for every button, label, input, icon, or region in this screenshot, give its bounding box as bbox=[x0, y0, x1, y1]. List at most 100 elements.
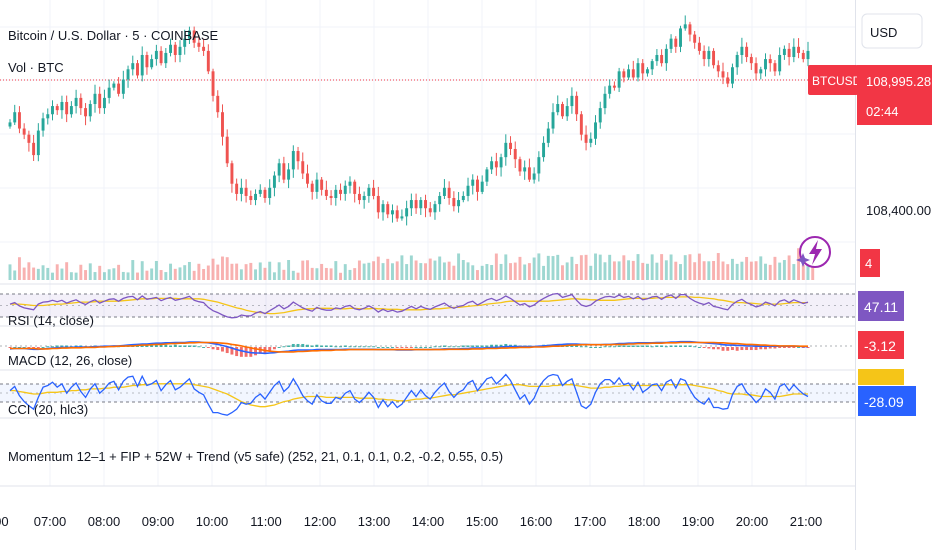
candle-body bbox=[645, 69, 649, 74]
volume-bar bbox=[749, 261, 753, 280]
candle-body bbox=[655, 54, 659, 62]
volume-bar bbox=[409, 255, 413, 280]
macd-label[interactable]: MACD (12, 26, close) bbox=[8, 353, 132, 368]
macd-histogram-bar bbox=[641, 345, 645, 347]
time-tick-label: 18:00 bbox=[628, 514, 661, 529]
time-axis[interactable]: 6:00 07:00 08:00 09:00 10:00 11:00 12:00 13:00 1… bbox=[0, 514, 822, 529]
cci-pane[interactable] bbox=[0, 373, 855, 416]
macd-histogram-bar bbox=[51, 346, 54, 348]
volume-bar bbox=[764, 263, 767, 280]
candle-body bbox=[391, 210, 394, 215]
candle-body bbox=[598, 108, 602, 123]
macd-histogram-bar bbox=[282, 346, 286, 348]
macd-histogram-bar bbox=[272, 347, 276, 350]
volume-bar bbox=[716, 253, 720, 280]
candle-body bbox=[476, 179, 479, 192]
macd-histogram-bar bbox=[41, 347, 45, 348]
macd-histogram-bar bbox=[150, 344, 154, 347]
volume-bar bbox=[617, 261, 621, 280]
volume-bar bbox=[575, 264, 579, 280]
volume-bar bbox=[272, 272, 276, 280]
candle-body bbox=[211, 71, 215, 96]
macd-histogram-bar bbox=[173, 344, 177, 347]
volume-bar bbox=[476, 270, 479, 280]
volume-bar bbox=[159, 270, 163, 280]
symbol-badge bbox=[808, 65, 858, 95]
macd-histogram-bar bbox=[754, 347, 758, 351]
candle-body bbox=[797, 46, 801, 53]
macd-histogram-bar bbox=[192, 345, 196, 347]
candle-body bbox=[107, 87, 111, 98]
candle-body bbox=[759, 69, 763, 74]
rsi-label[interactable]: RSI (14, close) bbox=[8, 313, 94, 328]
candle-body bbox=[702, 50, 706, 60]
volume-bar bbox=[69, 272, 73, 280]
volume-bar bbox=[424, 263, 427, 280]
macd-histogram-bar bbox=[787, 347, 791, 348]
macd-histogram-bar bbox=[494, 344, 498, 347]
candle-body bbox=[136, 63, 139, 76]
candle-body bbox=[452, 198, 456, 207]
price-axis[interactable]: USD BTCUSD 108,995.28 02:44 108,400.00 4… bbox=[808, 13, 932, 416]
volume-bar bbox=[183, 265, 187, 280]
volume-bar bbox=[466, 262, 470, 280]
candle-body bbox=[381, 204, 385, 213]
macd-histogram-bar bbox=[353, 346, 357, 348]
candle-body bbox=[622, 71, 626, 78]
price-pane[interactable] bbox=[0, 15, 855, 280]
time-tick-label: 07:00 bbox=[34, 514, 67, 529]
candle-body bbox=[584, 134, 588, 143]
macd-histogram-bar bbox=[716, 347, 720, 350]
candle-body bbox=[320, 179, 324, 190]
cci-label[interactable]: CCI (20, hlc3) bbox=[8, 402, 88, 417]
cci-ma-line bbox=[10, 383, 808, 408]
volume-bar bbox=[693, 262, 697, 280]
candle-body bbox=[579, 114, 583, 135]
rsi-pane[interactable] bbox=[0, 292, 855, 319]
volume-bar bbox=[778, 262, 782, 280]
volume-bar bbox=[381, 263, 385, 280]
candle-body bbox=[258, 189, 262, 194]
candle-body bbox=[301, 161, 305, 174]
candle-body bbox=[414, 200, 418, 209]
candle-body bbox=[282, 163, 286, 180]
candle-body bbox=[13, 112, 17, 123]
candle-body bbox=[664, 48, 668, 64]
macd-histogram-bar bbox=[400, 347, 404, 348]
candle-body bbox=[707, 50, 711, 60]
volume-bar bbox=[688, 254, 692, 280]
candle-body bbox=[499, 157, 503, 168]
candle-body bbox=[730, 67, 734, 84]
macd-histogram-bar bbox=[745, 347, 749, 351]
candle-body bbox=[442, 187, 446, 196]
volume-bar bbox=[244, 264, 248, 280]
candle-body bbox=[348, 181, 352, 186]
volume-bar bbox=[636, 254, 640, 280]
candle-body bbox=[570, 95, 574, 107]
volume-bar bbox=[154, 260, 158, 280]
candle-body bbox=[192, 30, 196, 43]
candle-body bbox=[230, 163, 234, 184]
volume-label[interactable]: Vol · BTC bbox=[8, 60, 64, 75]
lightning-button[interactable] bbox=[796, 236, 831, 268]
volume-bar bbox=[806, 264, 810, 280]
currency-button[interactable] bbox=[861, 13, 923, 49]
volume-bar bbox=[164, 272, 168, 280]
candle-body bbox=[683, 24, 687, 29]
volume-bar bbox=[579, 255, 583, 280]
macd-histogram-bar bbox=[627, 345, 631, 347]
candle-body bbox=[206, 50, 210, 72]
macd-line bbox=[9, 340, 808, 355]
candle-body bbox=[362, 195, 366, 201]
volume-bar bbox=[650, 254, 654, 280]
macd-histogram-bar bbox=[797, 347, 801, 348]
macd-histogram-bar bbox=[447, 346, 451, 348]
momentum-label[interactable]: Momentum 12–1 + FIP + 52W + Trend (v5 sa… bbox=[8, 449, 503, 464]
macd-pane[interactable] bbox=[0, 340, 855, 357]
symbol-title[interactable]: Bitcoin / U.S. Dollar · 5 · COINBASE bbox=[8, 28, 219, 43]
candle-body bbox=[405, 208, 409, 217]
macd-histogram-bar bbox=[216, 347, 220, 351]
macd-histogram-bar bbox=[159, 344, 163, 347]
